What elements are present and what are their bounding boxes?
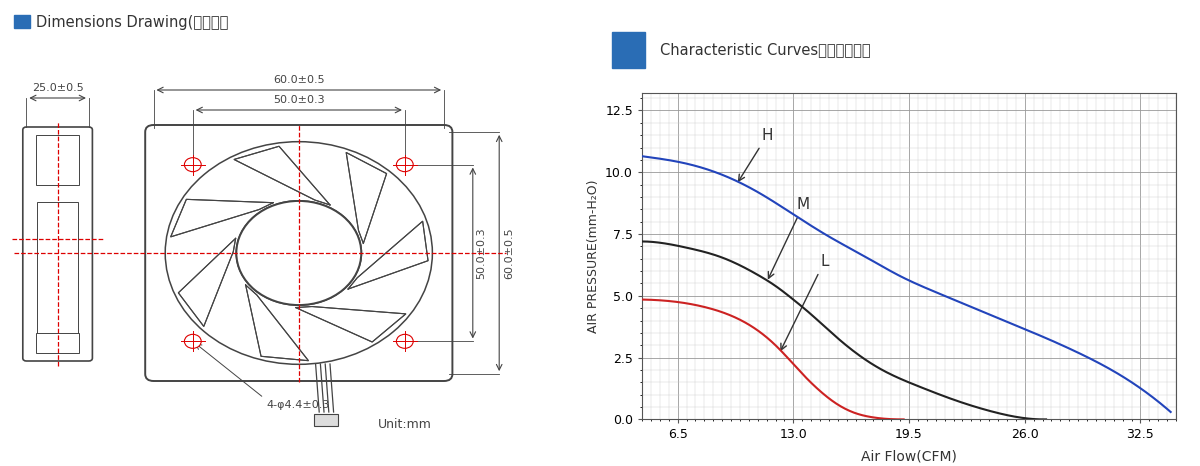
Text: M: M (768, 197, 810, 278)
Text: Unit:mm: Unit:mm (378, 418, 432, 431)
Circle shape (236, 201, 361, 305)
Circle shape (396, 334, 413, 348)
Circle shape (166, 142, 432, 364)
Text: 50.0±0.3: 50.0±0.3 (272, 95, 325, 105)
FancyBboxPatch shape (23, 127, 92, 361)
Bar (37, 202, 78, 340)
Text: 50.0±0.3: 50.0±0.3 (476, 227, 486, 279)
Polygon shape (246, 285, 308, 361)
Text: Characteristic Curves（特性曲线）: Characteristic Curves（特性曲线） (660, 42, 871, 57)
Polygon shape (234, 146, 330, 205)
Bar (314, 414, 338, 426)
Bar (612, 32, 646, 68)
Circle shape (236, 201, 361, 305)
Polygon shape (170, 199, 274, 237)
Text: 4-φ4.4±0.3: 4-φ4.4±0.3 (266, 400, 330, 410)
FancyBboxPatch shape (145, 125, 452, 381)
Polygon shape (348, 221, 428, 289)
Text: L: L (781, 254, 828, 350)
Polygon shape (346, 152, 386, 243)
Polygon shape (179, 238, 235, 326)
Circle shape (185, 334, 202, 348)
Y-axis label: AIR PRESSURE(mm-H₂O): AIR PRESSURE(mm-H₂O) (587, 179, 600, 333)
Text: 60.0±0.5: 60.0±0.5 (272, 75, 325, 85)
X-axis label: Air Flow(CFM): Air Flow(CFM) (862, 450, 956, 464)
Bar (14, 15, 30, 28)
Text: Dimensions Drawing(外观图）: Dimensions Drawing(外观图） (36, 14, 228, 29)
Text: H: H (739, 128, 773, 181)
Text: 60.0±0.5: 60.0±0.5 (504, 227, 514, 279)
Bar (36, 135, 79, 185)
Text: 25.0±0.5: 25.0±0.5 (31, 83, 84, 93)
Bar (36, 333, 79, 353)
Polygon shape (295, 307, 406, 342)
Circle shape (396, 158, 413, 171)
Circle shape (185, 158, 202, 171)
